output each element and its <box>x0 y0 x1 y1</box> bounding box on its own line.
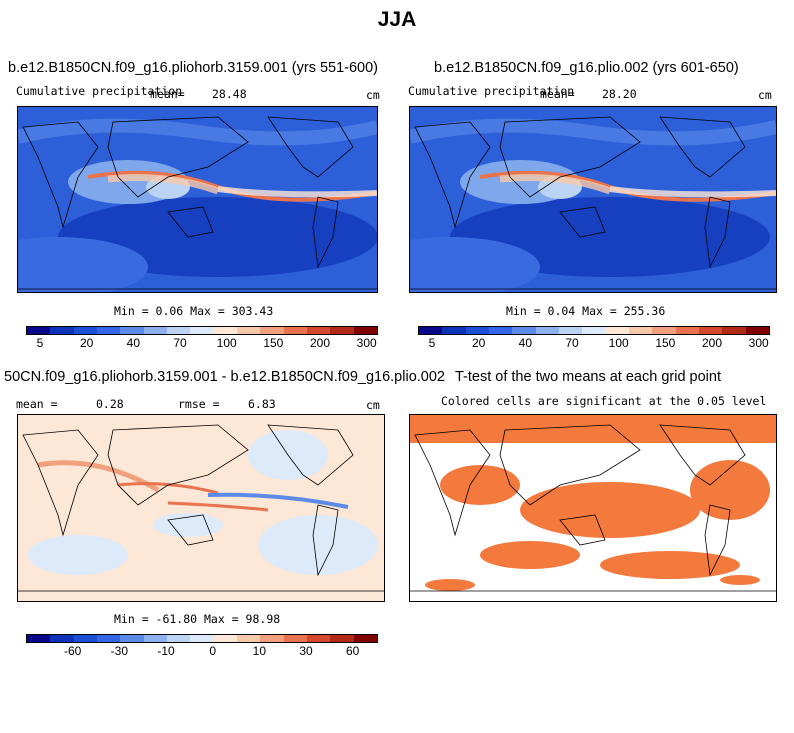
panel2-colorbar <box>418 326 770 335</box>
colorbar-swatch <box>652 327 676 334</box>
colorbar-swatch <box>260 635 284 642</box>
colorbar-swatch <box>236 635 261 642</box>
colorbar-swatch <box>306 635 331 642</box>
panel2-mean-label: mean= <box>540 87 575 101</box>
panel1-units: cm <box>366 88 380 102</box>
colorbar-tick-label: 0 <box>209 644 216 658</box>
colorbar-tick-label: 40 <box>518 336 533 350</box>
colorbar-swatch <box>419 327 443 334</box>
colorbar-swatch <box>50 635 74 642</box>
colorbar-swatch <box>143 327 167 334</box>
panel3-minmax: Min = -61.80 Max = 98.98 <box>114 612 281 626</box>
colorbar-swatch <box>306 327 331 334</box>
colorbar-swatch <box>27 327 51 334</box>
panel2-title: b.e12.B1850CN.f09_g16.plio.002 (yrs 601-… <box>434 60 739 76</box>
colorbar-swatch <box>166 327 191 334</box>
colorbar-swatch <box>582 327 606 334</box>
colorbar-swatch <box>50 327 74 334</box>
panel3-map <box>17 414 385 602</box>
colorbar-tick-label: 30 <box>299 644 313 658</box>
colorbar-swatch <box>675 327 699 334</box>
colorbar-swatch <box>605 327 629 334</box>
colorbar-tick-label: 70 <box>565 336 579 350</box>
panel3-units: cm <box>366 398 380 412</box>
colorbar-swatch <box>628 327 653 334</box>
colorbar-swatch <box>213 635 237 642</box>
colorbar-swatch <box>330 635 354 642</box>
colorbar-tick-label: -60 <box>63 644 82 658</box>
panel3-rmse-value: 6.83 <box>248 397 276 411</box>
colorbar-tick-label: 150 <box>263 336 284 350</box>
colorbar-swatch <box>190 635 214 642</box>
colorbar-swatch <box>558 327 583 334</box>
figure-title: JJA <box>377 8 417 31</box>
panel2-minmax: Min = 0.04 Max = 255.36 <box>506 304 666 318</box>
colorbar-swatch <box>698 327 723 334</box>
colorbar-tick-label: 60 <box>345 644 360 658</box>
panel3-mean-value: 0.28 <box>96 397 124 411</box>
colorbar-swatch <box>260 327 284 334</box>
panel2-units: cm <box>758 88 772 102</box>
colorbar-swatch <box>283 635 307 642</box>
colorbar-swatch <box>166 635 191 642</box>
colorbar-tick-label: 200 <box>309 336 331 350</box>
panel4-map <box>409 414 777 602</box>
colorbar-swatch <box>236 327 261 334</box>
colorbar-swatch <box>353 635 377 642</box>
colorbar-tick-label: 20 <box>79 336 94 350</box>
panel3-rmse-label: rmse = <box>178 397 220 411</box>
colorbar-swatch <box>73 327 97 334</box>
panel3-mean-label: mean = <box>16 397 58 411</box>
colorbar-tick-label: 5 <box>428 336 436 350</box>
colorbar-swatch <box>353 327 377 334</box>
colorbar-swatch <box>190 327 214 334</box>
panel2-mean-value: 28.20 <box>602 87 637 101</box>
colorbar-tick-label: 100 <box>608 336 629 350</box>
colorbar-swatch <box>330 327 354 334</box>
panel2-variable: Cumulative precipitation <box>408 84 575 98</box>
colorbar-tick-label: 150 <box>655 336 676 350</box>
colorbar-swatch <box>283 327 307 334</box>
colorbar-swatch <box>96 635 121 642</box>
colorbar-swatch <box>512 327 536 334</box>
colorbar-swatch <box>120 635 144 642</box>
colorbar-tick-label: 5 <box>36 336 44 350</box>
colorbar-swatch <box>213 327 237 334</box>
panel1-title: b.e12.B1850CN.f09_g16.pliohorb.3159.001 … <box>8 60 379 76</box>
colorbar-tick-label: 10 <box>252 644 267 658</box>
colorbar-tick-label: 20 <box>471 336 486 350</box>
panel1-colorbar <box>26 326 378 335</box>
panel1-mean-value: 28.48 <box>212 87 247 101</box>
colorbar-swatch <box>745 327 769 334</box>
panel3-title: 50CN.f09_g16.pliohorb.3159.001 - b.e12.B… <box>4 369 445 385</box>
colorbar-tick-label: -10 <box>157 644 175 658</box>
colorbar-tick-label: 100 <box>216 336 237 350</box>
colorbar-tick-label: 300 <box>356 336 377 350</box>
colorbar-swatch <box>27 635 51 642</box>
colorbar-swatch <box>73 635 97 642</box>
colorbar-swatch <box>442 327 466 334</box>
colorbar-swatch <box>722 327 746 334</box>
colorbar-swatch <box>96 327 121 334</box>
colorbar-swatch <box>465 327 489 334</box>
panel2-map <box>409 106 777 293</box>
colorbar-swatch <box>535 327 559 334</box>
panel1-variable: Cumulative precipitation <box>16 84 183 98</box>
panel4-subtitle: Colored cells are significant at the 0.0… <box>441 394 767 408</box>
colorbar-swatch <box>120 327 144 334</box>
panel1-map <box>17 106 378 293</box>
panel4-title: T-test of the two means at each grid poi… <box>455 369 721 385</box>
panel3-colorbar <box>26 634 378 643</box>
colorbar-swatch <box>143 635 167 642</box>
colorbar-tick-label: -30 <box>110 644 128 658</box>
colorbar-tick-label: 300 <box>748 336 769 350</box>
colorbar-swatch <box>488 327 513 334</box>
colorbar-tick-label: 40 <box>126 336 141 350</box>
panel1-mean-label: mean= <box>150 87 185 101</box>
colorbar-tick-label: 70 <box>173 336 187 350</box>
panel1-minmax: Min = 0.06 Max = 303.43 <box>114 304 274 318</box>
colorbar-tick-label: 200 <box>701 336 723 350</box>
